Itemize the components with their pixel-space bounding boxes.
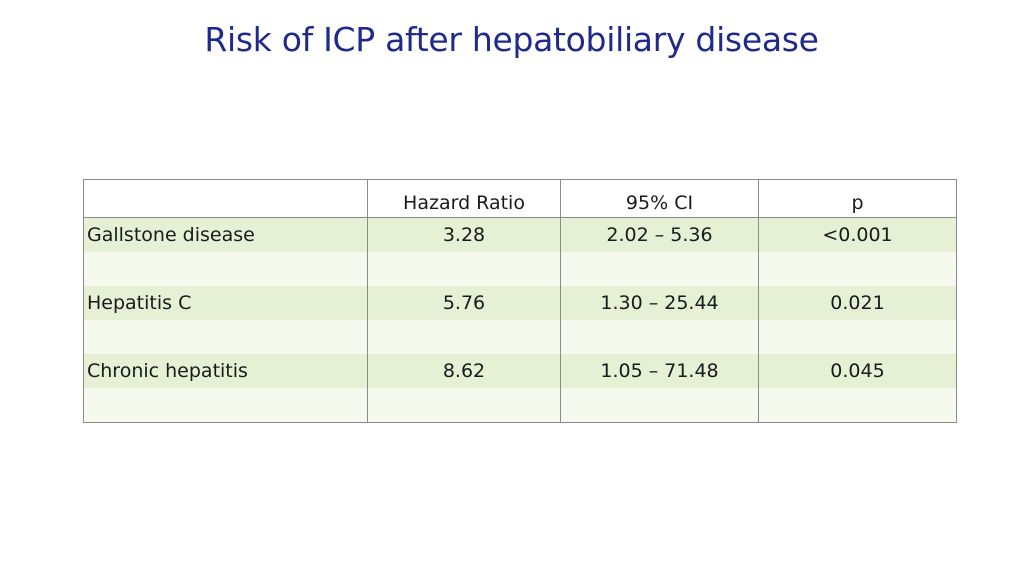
- table-row: Hepatitis C 5.76 1.30 – 25.44 0.021: [83, 286, 957, 320]
- condition-cell: Hepatitis C: [83, 286, 368, 320]
- table-header-row: Hazard Ratio 95% CI p: [83, 179, 957, 218]
- hazard-ratio-cell: 5.76: [367, 286, 561, 320]
- p-value-cell: 0.021: [758, 286, 957, 320]
- table-spacer-row: [83, 388, 957, 423]
- ci-cell: 2.02 – 5.36: [560, 217, 759, 252]
- table-spacer-row: [83, 320, 957, 354]
- ci-cell: 1.30 – 25.44: [560, 286, 759, 320]
- slide-title: Risk of ICP after hepatobiliary disease: [204, 20, 819, 59]
- table-row: Chronic hepatitis 8.62 1.05 – 71.48 0.04…: [83, 354, 957, 388]
- table-row: Gallstone disease 3.28 2.02 – 5.36 <0.00…: [83, 217, 957, 252]
- hazard-ratio-cell: 3.28: [367, 217, 561, 252]
- p-value-cell: <0.001: [758, 217, 957, 252]
- condition-cell: Chronic hepatitis: [83, 354, 368, 388]
- table-spacer-row: [83, 252, 957, 286]
- header-hazard-ratio: Hazard Ratio: [367, 179, 561, 218]
- condition-cell: Gallstone disease: [83, 217, 368, 252]
- header-condition: [83, 179, 368, 218]
- hazard-ratio-cell: 8.62: [367, 354, 561, 388]
- results-table: Hazard Ratio 95% CI p Gallstone disease …: [83, 179, 957, 423]
- header-p-value: p: [758, 179, 957, 218]
- ci-cell: 1.05 – 71.48: [560, 354, 759, 388]
- header-ci: 95% CI: [560, 179, 759, 218]
- p-value-cell: 0.045: [758, 354, 957, 388]
